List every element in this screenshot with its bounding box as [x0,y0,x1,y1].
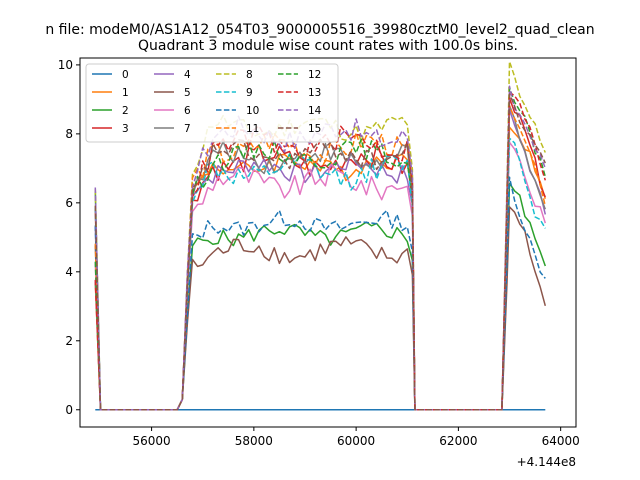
legend-label: 4 [184,69,191,81]
y-tick-label: 10 [58,58,73,72]
legend-label: 7 [184,123,191,135]
x-tick-label: 64000 [542,434,580,448]
legend-label: 15 [308,123,321,135]
y-tick-label: 0 [65,403,73,417]
legend-label: 8 [246,69,253,81]
legend-label: 2 [122,105,129,117]
series-line-15 [94,93,546,411]
series-line-9 [94,137,546,411]
x-tick-label: 62000 [439,434,477,448]
legend-label: 3 [122,123,129,135]
x-offset-label: +4.144e8 [517,455,576,469]
suptitle: n file: modeM0/AS1A12_054T03_9000005516_… [45,22,594,38]
legend-label: 14 [308,105,322,117]
legend-label: 11 [246,123,259,135]
legend-label: 0 [122,69,129,81]
chart-title: Quadrant 3 module wise count rates with … [138,38,518,54]
y-ticks: 0 2 4 6 8 10 [58,58,80,417]
legend-label: 1 [122,87,129,99]
y-tick-label: 4 [65,265,73,279]
legend-label: 9 [246,87,253,99]
legend-label: 12 [308,69,321,81]
legend-box [85,63,339,143]
legend-label: 5 [184,87,191,99]
legend-label: 6 [184,105,191,117]
y-tick-label: 2 [65,334,73,348]
axes-frame [79,57,577,428]
y-tick-label: 6 [65,196,73,210]
x-tick-label: 60000 [337,434,375,448]
x-tick-label: 56000 [132,434,170,448]
legend-label: 13 [308,87,321,99]
legend-label: 10 [246,105,259,117]
series-line-10 [94,176,546,411]
y-tick-label: 8 [65,127,73,141]
x-tick-label: 58000 [235,434,273,448]
x-ticks: 56000 58000 60000 62000 64000 [132,427,580,448]
